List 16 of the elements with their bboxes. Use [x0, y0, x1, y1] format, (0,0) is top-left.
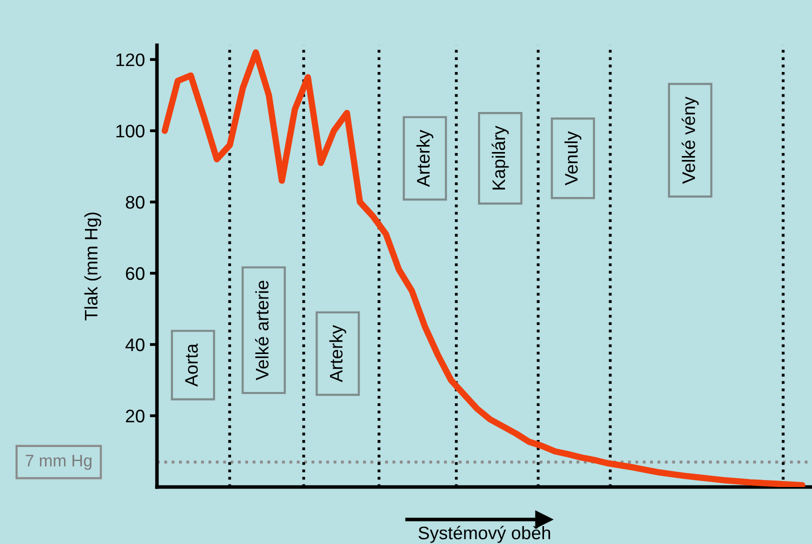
annotation: Velké arterie — [255, 280, 269, 380]
ref-line-label: 7 mm Hg — [26, 454, 92, 470]
annotation: Arterky — [329, 325, 346, 382]
y-tick-label: 40 — [125, 338, 144, 352]
y-tick-label: 120 — [116, 53, 144, 66]
annotation: Venuly — [564, 131, 582, 186]
y-tick-label: 20 — [126, 410, 144, 422]
annotation: Aorta — [185, 343, 198, 387]
y-tick-label: 60 — [126, 267, 144, 280]
annotation: Kapiláry — [492, 126, 509, 190]
y-axis-title: Tlak (mm Hg) — [84, 212, 102, 320]
annotation: Velké vény — [682, 96, 699, 184]
x-axis-title: Systémový oběh — [418, 526, 550, 543]
y-tick-label: 100 — [116, 124, 144, 138]
y-tick-label: 80 — [126, 196, 144, 209]
annotation: Arterky — [416, 130, 434, 187]
